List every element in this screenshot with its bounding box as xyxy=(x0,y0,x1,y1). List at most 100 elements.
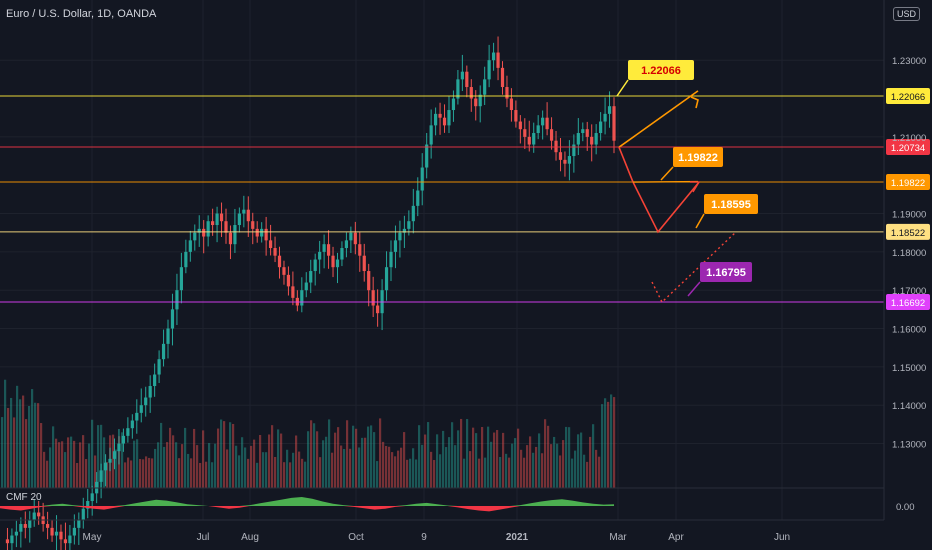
x-tick-label: Aug xyxy=(241,532,259,543)
forecast-dotted xyxy=(651,231,737,304)
y-tick-label: 1.23000 xyxy=(892,56,926,67)
volume-bar xyxy=(310,420,313,488)
volume-bar xyxy=(280,433,283,488)
x-tick-label: Oct xyxy=(348,532,364,543)
y-tick-label: 1.21000 xyxy=(892,133,926,144)
volume-bar xyxy=(13,417,16,488)
callout-box xyxy=(700,262,752,282)
candle-body xyxy=(202,228,206,237)
candle-body xyxy=(166,328,170,344)
volume-bar xyxy=(292,452,295,488)
volume-bar xyxy=(328,419,331,488)
volume-bar xyxy=(70,436,73,488)
volume-bar xyxy=(4,379,7,488)
volume-bar xyxy=(484,457,487,488)
volume-bar xyxy=(130,460,133,488)
candle-body xyxy=(45,524,50,528)
candle-body xyxy=(112,451,117,459)
callout-label: 1.16795 xyxy=(706,267,746,279)
callout-leader xyxy=(687,281,701,297)
volume-bar xyxy=(340,445,343,488)
y-tick-label: 1.13000 xyxy=(892,440,926,451)
volume-bar xyxy=(565,426,568,488)
volume-bar xyxy=(187,453,190,488)
volume-bar xyxy=(58,442,61,488)
volume-bar xyxy=(496,430,499,488)
candle-body xyxy=(447,110,451,126)
candle-body xyxy=(117,443,121,452)
volume-bar xyxy=(529,436,532,488)
candle-body xyxy=(340,248,344,260)
volume-bar xyxy=(115,449,118,488)
volume-bar xyxy=(448,437,451,488)
volume-bar xyxy=(367,426,370,488)
candle-body xyxy=(554,140,558,153)
arrow-head xyxy=(690,96,699,109)
currency-button[interactable]: USD xyxy=(892,7,920,21)
candle-body xyxy=(175,290,179,310)
volume-bar xyxy=(601,404,604,488)
candle-body xyxy=(541,117,545,126)
price-levels: 1.22066 1.20734 1.19822 1.18522 1.16692 xyxy=(0,88,930,310)
candle-body xyxy=(358,244,362,256)
candle-body xyxy=(264,228,268,241)
candle-body xyxy=(353,232,357,245)
volume-bar xyxy=(613,397,616,488)
volume-bar xyxy=(265,452,268,488)
volume-bar xyxy=(514,438,517,488)
volume-bar xyxy=(124,462,127,488)
volume-bar xyxy=(313,423,316,488)
candle-body xyxy=(32,512,36,521)
candle-body xyxy=(398,232,402,241)
volume-bar xyxy=(379,418,382,488)
candle-body xyxy=(130,420,134,429)
candle-body xyxy=(170,309,175,329)
candle-body xyxy=(505,87,509,99)
volume-bar xyxy=(250,445,253,488)
candle-body xyxy=(376,305,380,314)
volume-bar xyxy=(412,448,415,488)
volume-bar xyxy=(400,447,403,488)
candle-body xyxy=(367,271,371,291)
volume-bar xyxy=(136,439,139,488)
volume-bar xyxy=(607,401,610,488)
candle-body xyxy=(442,117,447,126)
candle-body xyxy=(273,248,277,256)
volume-bar xyxy=(190,458,193,488)
volume-bar xyxy=(193,428,196,488)
volume-bar xyxy=(82,435,85,488)
volume-bar xyxy=(226,449,229,488)
volume-bar xyxy=(445,447,448,488)
volume-bar xyxy=(7,407,10,488)
volume-bar xyxy=(145,456,148,488)
candle-body xyxy=(161,343,166,360)
volume-bar xyxy=(85,459,88,488)
price-level-label: 1.19822 xyxy=(891,178,925,189)
candle-body xyxy=(153,374,157,387)
volume-bar xyxy=(382,441,385,488)
candle-body xyxy=(260,228,264,237)
volume-bar xyxy=(67,437,70,488)
volume-bar xyxy=(205,461,208,488)
candle-body xyxy=(206,221,210,237)
volume-bar xyxy=(79,442,82,488)
volume-bar xyxy=(466,419,469,488)
candle-body xyxy=(144,397,148,406)
volume-bar xyxy=(295,435,298,488)
candle-body xyxy=(121,435,126,444)
candle-body xyxy=(451,98,456,111)
y-tick-label: 1.14000 xyxy=(892,401,926,412)
volume-bar xyxy=(508,457,511,488)
candle-body xyxy=(19,524,23,532)
volume-bar xyxy=(211,462,214,488)
candle-body xyxy=(184,251,188,268)
volume-bar xyxy=(523,457,526,488)
volume-bar xyxy=(220,419,223,488)
forecast-arrows xyxy=(618,90,737,304)
volume-bar xyxy=(460,418,463,488)
candle-body xyxy=(282,267,286,275)
volume-bar xyxy=(175,442,178,488)
volume-bar xyxy=(223,421,226,488)
volume-bar xyxy=(217,428,220,488)
volume-bar xyxy=(511,443,514,488)
